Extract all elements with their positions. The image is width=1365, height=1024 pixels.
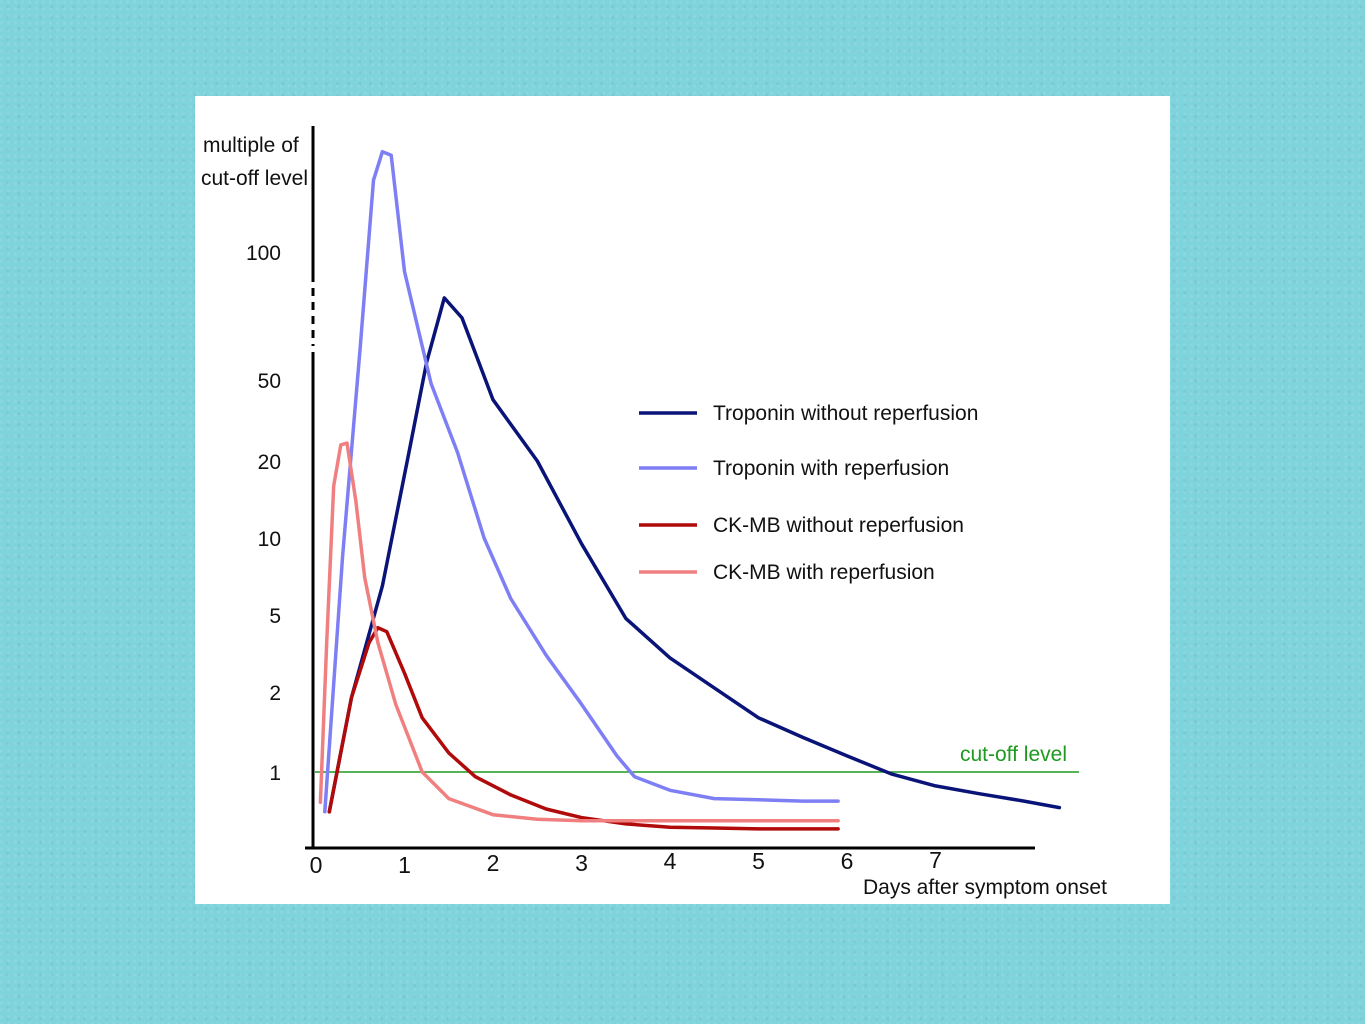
legend-label: CK-MB without reperfusion bbox=[713, 514, 964, 537]
y-axis-title-line-1: multiple of bbox=[203, 134, 299, 157]
chart: multiple of cut-off level Days after sym… bbox=[201, 126, 1107, 899]
x-tick-label: 1 bbox=[398, 852, 411, 878]
x-tick-label: 4 bbox=[664, 848, 677, 874]
legend-label: CK-MB with reperfusion bbox=[713, 561, 935, 584]
series-line-1 bbox=[327, 296, 1062, 814]
x-tick-label: 5 bbox=[752, 848, 765, 874]
x-tick-label: 3 bbox=[575, 850, 588, 876]
chart-panel: multiple of cut-off level Days after sym… bbox=[195, 96, 1170, 904]
x-tick-label: 7 bbox=[929, 847, 942, 873]
legend-label: Troponin with reperfusion bbox=[713, 457, 949, 480]
y-tick-label: 5 bbox=[269, 605, 281, 628]
y-axis-title-line-2: cut-off level bbox=[201, 167, 308, 190]
legend-label: Troponin without reperfusion bbox=[713, 402, 978, 425]
y-tick-label: 2 bbox=[269, 682, 281, 705]
series-line-2 bbox=[323, 149, 840, 814]
x-axis-title: Days after symptom onset bbox=[863, 876, 1107, 899]
x-tick-label: 6 bbox=[841, 848, 854, 874]
y-tick-label: 100 bbox=[246, 242, 281, 265]
x-tick-label: 2 bbox=[487, 850, 500, 876]
y-tick-label: 1 bbox=[269, 762, 281, 785]
y-tick-label: 50 bbox=[258, 370, 281, 393]
series-line-4 bbox=[318, 441, 840, 823]
y-tick-label: 10 bbox=[258, 528, 281, 551]
x-tick-label: 0 bbox=[310, 852, 323, 878]
cutoff-label: cut-off level bbox=[960, 743, 1067, 766]
y-tick-label: 20 bbox=[258, 451, 281, 474]
